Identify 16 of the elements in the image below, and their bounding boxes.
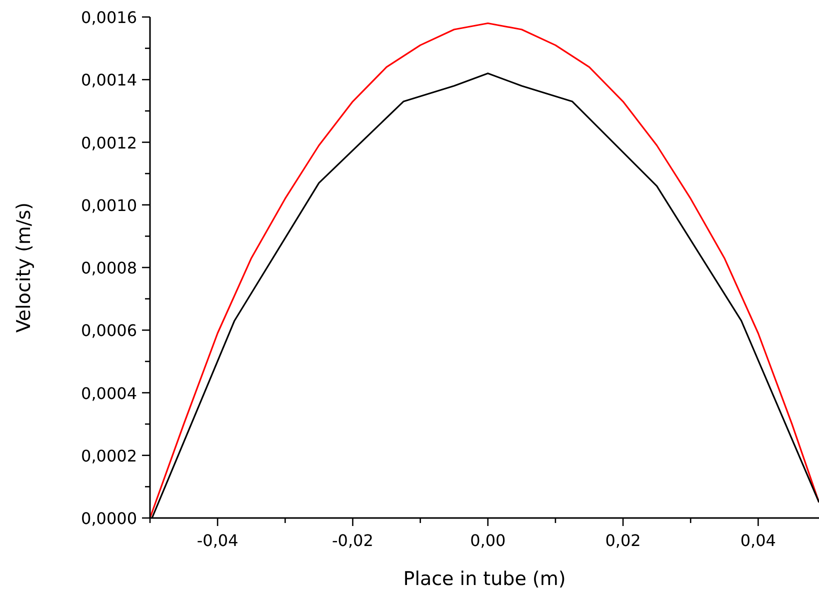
y-tick-label: 0,0006 — [81, 321, 137, 340]
y-tick-label: 0,0004 — [81, 384, 137, 403]
x-tick-label: 0,02 — [605, 531, 641, 550]
x-tick-label: 0,00 — [470, 531, 506, 550]
y-tick-label: 0,0010 — [81, 196, 137, 215]
y-tick-label: 0,0008 — [81, 258, 137, 278]
y-tick-label: 0,0016 — [81, 8, 137, 27]
x-tick-label: -0,04 — [196, 531, 238, 550]
y-tick-label: 0,0002 — [81, 446, 137, 466]
y-tick-label: 0,0012 — [81, 133, 137, 152]
x-tick-label: 0,04 — [740, 531, 776, 550]
y-axis-title: Velocity (m/s) — [13, 202, 35, 333]
y-tick-label: 0,0014 — [81, 70, 137, 90]
y-tick-label: 0,0000 — [81, 509, 137, 528]
x-tick-label: -0,02 — [332, 531, 374, 550]
x-axis-title: Place in tube (m) — [403, 568, 566, 590]
